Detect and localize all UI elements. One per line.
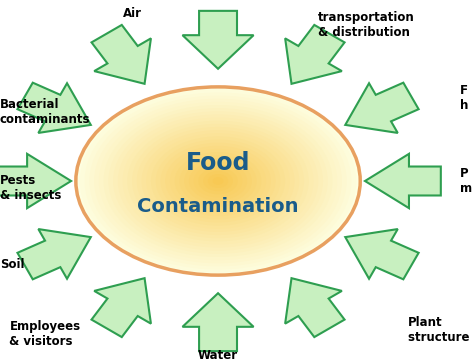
Ellipse shape — [161, 143, 275, 219]
Ellipse shape — [109, 109, 327, 253]
Ellipse shape — [118, 115, 318, 247]
Polygon shape — [285, 25, 345, 84]
Polygon shape — [91, 278, 151, 337]
Text: F
h: F h — [460, 84, 468, 112]
Text: Water: Water — [198, 349, 238, 362]
Ellipse shape — [180, 156, 256, 206]
Ellipse shape — [209, 175, 228, 187]
Text: transportation
& distribution: transportation & distribution — [318, 11, 414, 39]
Polygon shape — [91, 25, 151, 84]
Ellipse shape — [104, 106, 332, 256]
Ellipse shape — [95, 100, 341, 262]
Ellipse shape — [156, 140, 280, 222]
Text: Bacterial
contaminants: Bacterial contaminants — [0, 98, 91, 126]
Ellipse shape — [190, 162, 246, 200]
Text: Soil: Soil — [0, 258, 25, 271]
Ellipse shape — [199, 168, 237, 194]
Text: Pests
& insects: Pests & insects — [0, 174, 61, 202]
Ellipse shape — [175, 153, 261, 209]
Ellipse shape — [76, 87, 360, 275]
Text: Air: Air — [123, 7, 142, 20]
Ellipse shape — [85, 93, 351, 269]
Ellipse shape — [194, 165, 242, 197]
Text: Contamination: Contamination — [137, 197, 299, 216]
Ellipse shape — [81, 90, 356, 272]
Text: Employees
& visitors: Employees & visitors — [9, 320, 81, 348]
Ellipse shape — [142, 131, 294, 231]
Polygon shape — [182, 11, 254, 69]
Ellipse shape — [213, 178, 223, 184]
Ellipse shape — [133, 125, 303, 237]
Ellipse shape — [100, 102, 337, 260]
Polygon shape — [0, 154, 71, 208]
Polygon shape — [345, 229, 419, 279]
Polygon shape — [182, 293, 254, 351]
Ellipse shape — [90, 96, 346, 266]
Ellipse shape — [171, 150, 265, 212]
Polygon shape — [285, 278, 345, 337]
Ellipse shape — [123, 118, 313, 244]
Ellipse shape — [147, 134, 289, 228]
Polygon shape — [18, 83, 91, 133]
Ellipse shape — [166, 147, 270, 215]
Text: P
m: P m — [460, 167, 472, 195]
Ellipse shape — [137, 128, 299, 234]
Ellipse shape — [114, 112, 322, 250]
Ellipse shape — [152, 137, 284, 225]
Polygon shape — [345, 83, 419, 133]
Text: Plant
structure and: Plant structure and — [408, 316, 474, 344]
Ellipse shape — [204, 172, 232, 190]
Polygon shape — [18, 229, 91, 279]
Text: Food: Food — [186, 151, 250, 175]
Ellipse shape — [128, 121, 308, 241]
Ellipse shape — [185, 159, 251, 203]
Polygon shape — [365, 154, 441, 208]
